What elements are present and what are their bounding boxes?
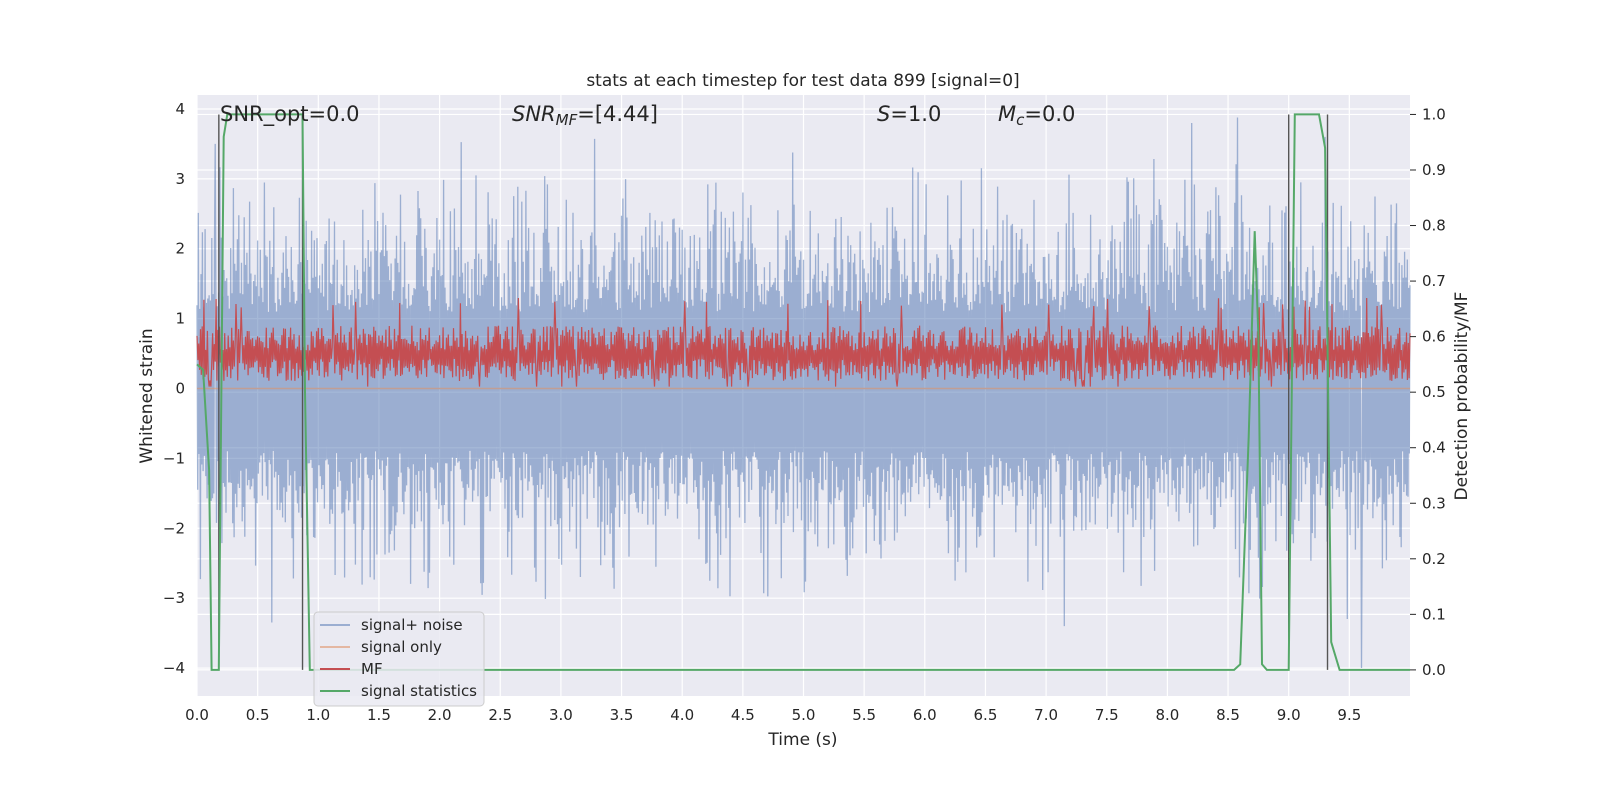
x-tick-label: 6.0 [913, 706, 937, 724]
x-tick-label: 0.5 [246, 706, 270, 724]
x-tick-label: 6.5 [974, 706, 998, 724]
x-tick-label: 7.0 [1034, 706, 1058, 724]
y-tick-label: 3 [175, 170, 185, 188]
y-tick-label: 4 [175, 100, 185, 118]
x-tick-label: 2.5 [488, 706, 512, 724]
annotation-s: S=1.0 [877, 102, 941, 126]
x-tick-label: 9.0 [1277, 706, 1301, 724]
annotation-s-value: =1.0 [890, 102, 941, 126]
x-tick-label: 1.0 [306, 706, 330, 724]
x-tick-label: 5.5 [852, 706, 876, 724]
signal-noise-line [196, 117, 1411, 669]
y-tick-label: −4 [163, 659, 185, 677]
y2-tick-label: 0.0 [1422, 661, 1446, 679]
x-tick-label: 5.0 [792, 706, 816, 724]
signal-noise-series [196, 117, 1411, 669]
legend-label-signal-statistics: signal statistics [361, 682, 477, 700]
legend-label-mf: MF [361, 660, 383, 678]
legend-label-signal-noise: signal+ noise [361, 616, 463, 634]
annotation-mc-value: =0.0 [1024, 102, 1075, 126]
annotation-mc: Mc=0.0 [998, 102, 1075, 129]
y2-tick-label: 0.3 [1422, 494, 1446, 512]
y2-tick-label: 0.1 [1422, 605, 1446, 623]
x-axis-label: Time (s) [767, 730, 837, 750]
y2-tick-label: 0.5 [1422, 383, 1446, 401]
mf-series [196, 297, 1411, 387]
x-axis-ticks: 0.0 0.5 1.0 1.5 2.0 2.5 3.0 3.5 4.0 4.5 5.0 5.5 6.0 6… [185, 706, 1361, 724]
x-tick-label: 7.5 [1095, 706, 1119, 724]
y-tick-label: −2 [163, 519, 185, 537]
annotation-mc-symbol: M [998, 102, 1016, 126]
legend: signal+ noise signal only MF signal stat… [313, 611, 485, 707]
y2-axis-ticks: 0.0 0.1 0.2 0.3 0.4 0.5 0.6 0.7 0.8 0.9 1.0 [1410, 105, 1446, 679]
y2-tick-label: 0.2 [1422, 550, 1446, 568]
x-tick-label: 9.5 [1337, 706, 1361, 724]
annotation-s-symbol: S [877, 102, 890, 126]
annotation-snr-mf-symbol: SNR [512, 102, 556, 126]
chart-title: stats at each timestep for test data 899… [586, 71, 1019, 91]
y2-tick-label: 0.9 [1422, 161, 1446, 179]
annotation-snr-mf: SNRMF=[4.44] [512, 102, 658, 129]
x-tick-label: 3.5 [610, 706, 634, 724]
y2-tick-label: 0.4 [1422, 439, 1446, 457]
y-tick-label: −1 [163, 449, 185, 467]
y2-axis-label: Detection probability/MF [1452, 292, 1472, 501]
signal-statistics-series [196, 113, 1410, 671]
y2-tick-label: 0.6 [1422, 328, 1446, 346]
x-tick-label: 8.5 [1216, 706, 1240, 724]
x-tick-label: 0.0 [185, 706, 209, 724]
mf-line [196, 297, 1411, 387]
annotation-mc-subscript: c [1016, 111, 1025, 129]
x-tick-label: 3.0 [549, 706, 573, 724]
y2-tick-label: 1.0 [1422, 105, 1446, 123]
y-tick-label: 0 [175, 380, 185, 398]
x-tick-label: 1.5 [367, 706, 391, 724]
y-axis-ticks: −4 −3 −2 −1 0 1 2 3 4 [163, 100, 185, 677]
x-tick-label: 4.5 [731, 706, 755, 724]
legend-label-signal-only: signal only [361, 638, 442, 656]
y2-tick-label: 0.8 [1422, 217, 1446, 235]
annotation-snr-mf-value: =[4.44] [577, 102, 658, 126]
y-axis-label: Whitened strain [137, 328, 157, 463]
x-tick-label: 8.0 [1155, 706, 1179, 724]
y-tick-label: −3 [163, 589, 185, 607]
signal-statistics-line [196, 113, 1410, 671]
annotation-snr-opt: SNR_opt=0.0 [220, 102, 360, 127]
x-tick-label: 2.0 [428, 706, 452, 724]
x-tick-label: 4.0 [670, 706, 694, 724]
annotation-snr-mf-subscript: MF [556, 111, 578, 129]
legend-box [313, 611, 485, 707]
y2-tick-label: 0.7 [1422, 272, 1446, 290]
y-tick-label: 1 [175, 310, 185, 328]
y-tick-label: 2 [175, 240, 185, 258]
